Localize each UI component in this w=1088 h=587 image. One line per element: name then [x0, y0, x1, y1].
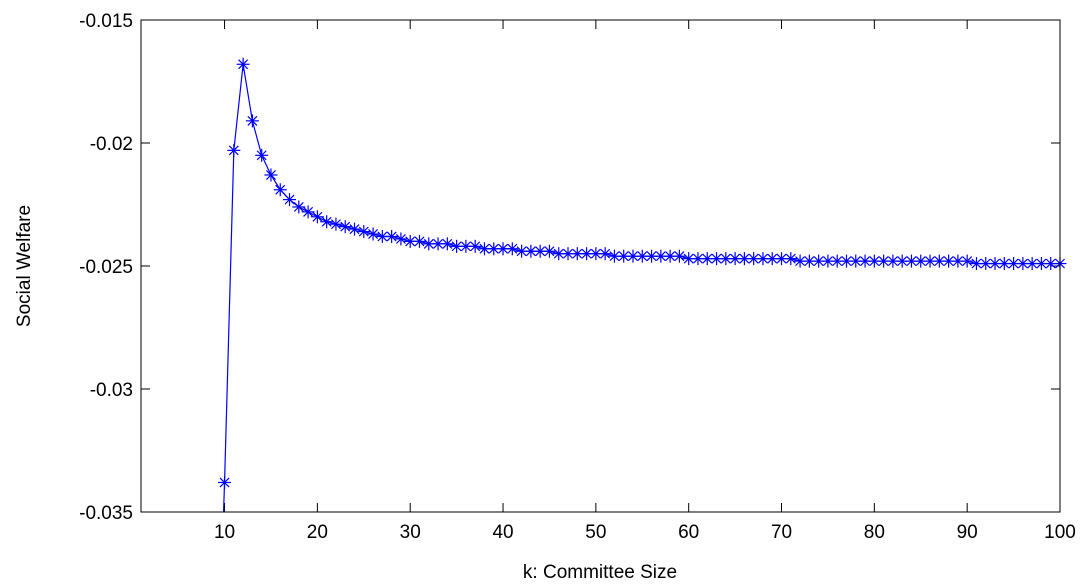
data-point [988, 257, 1002, 271]
data-point [710, 252, 724, 266]
x-tick-label: 80 [864, 522, 885, 543]
data-point [375, 229, 389, 243]
data-point [236, 57, 250, 71]
data-point [301, 205, 315, 219]
x-tick-label: 30 [400, 522, 421, 543]
data-point [366, 227, 380, 241]
plot-frame [140, 19, 1061, 513]
data-point [775, 252, 789, 266]
data-point [459, 239, 473, 253]
y-axis-label: Social Welfare [14, 205, 35, 327]
x-tick-label: 100 [1044, 522, 1076, 543]
data-point [821, 254, 835, 268]
x-tick-label: 10 [214, 522, 235, 543]
x-tick-label: 70 [771, 522, 792, 543]
data-point [672, 249, 686, 263]
data-point [292, 200, 306, 214]
data-point [245, 114, 259, 128]
series-layer [218, 57, 1067, 513]
data-point [756, 252, 770, 266]
data-point [264, 168, 278, 182]
data-point [496, 242, 510, 256]
y-tick-labels: -0.035 -0.03 -0.025 -0.02 -0.015 [79, 11, 133, 524]
data-point [338, 220, 352, 234]
plot-area [141, 20, 1060, 512]
data-point [320, 215, 334, 229]
data-point [218, 475, 232, 489]
data-point [598, 247, 612, 261]
x-tick-label: 90 [957, 522, 978, 543]
data-point [505, 242, 519, 256]
x-tick-label: 60 [678, 522, 699, 543]
data-point [273, 183, 287, 197]
data-point [357, 225, 371, 239]
data-point [886, 254, 900, 268]
y-tick-label: -0.015 [79, 11, 133, 32]
data-point [283, 193, 297, 207]
y-tick-label: -0.02 [90, 134, 133, 155]
data-point [960, 254, 974, 268]
data-point [895, 254, 909, 268]
x-axis-label: k: Committee Size [523, 562, 677, 583]
data-point [635, 249, 649, 263]
data-point [227, 143, 241, 157]
y-tick-label: -0.025 [79, 257, 133, 278]
data-point [682, 252, 696, 266]
y-tick-label: -0.03 [90, 380, 133, 401]
x-tick-label: 40 [492, 522, 513, 543]
data-point [310, 210, 324, 224]
data-point [440, 237, 454, 251]
data-point [542, 244, 556, 258]
data-point [617, 249, 631, 263]
data-point [802, 254, 816, 268]
data-point [552, 247, 566, 261]
data-point [394, 232, 408, 246]
x-tick-labels: 10 20 30 40 50 60 70 80 90 100 [214, 522, 1076, 543]
data-point [255, 148, 269, 162]
data-point [412, 234, 426, 248]
x-tick-label: 50 [585, 522, 606, 543]
data-point [385, 229, 399, 243]
y-tick-label: -0.035 [79, 503, 133, 524]
x-tick-label: 20 [307, 522, 328, 543]
data-point [700, 252, 714, 266]
data-point [765, 252, 779, 266]
